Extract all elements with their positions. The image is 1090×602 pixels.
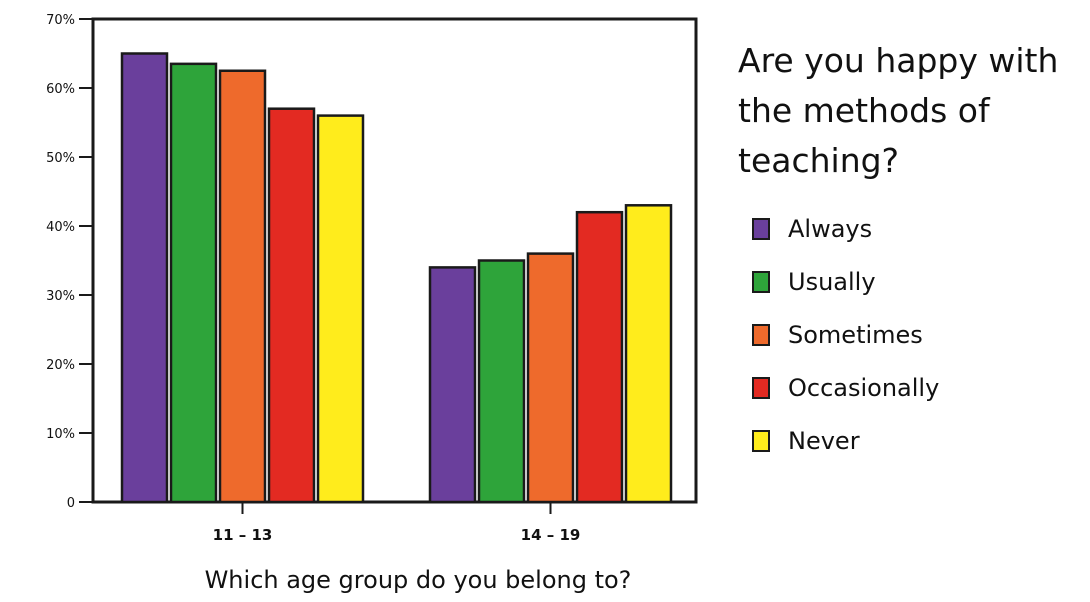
x-category-label: 11 – 13: [213, 526, 273, 544]
y-tick-label: 30%: [46, 289, 75, 304]
legend-swatch: [752, 377, 770, 399]
legend-swatch: [752, 271, 770, 293]
legend-label: Usually: [788, 268, 876, 296]
legend: Always Usually Sometimes Occasionally Never: [752, 208, 939, 473]
x-category-label: 14 – 19: [521, 526, 581, 544]
bar-occasionally-0: [269, 109, 314, 502]
bar-occasionally-1: [577, 212, 622, 502]
bar-sometimes-1: [528, 254, 573, 502]
legend-item-sometimes: Sometimes: [752, 314, 939, 355]
legend-label: Sometimes: [788, 321, 923, 349]
y-tick-label: 20%: [46, 358, 75, 373]
bar-sometimes-0: [220, 71, 265, 502]
legend-label: Always: [788, 215, 872, 243]
y-tick-label: 70%: [46, 13, 75, 28]
y-tick-label: 10%: [46, 427, 75, 442]
bar-usually-0: [171, 64, 216, 502]
y-tick-label: 60%: [46, 82, 75, 97]
y-tick-label: 40%: [46, 220, 75, 235]
y-tick-label: 50%: [46, 151, 75, 166]
legend-item-never: Never: [752, 420, 939, 461]
bar-usually-1: [479, 261, 524, 503]
x-axis-title: Which age group do you belong to?: [205, 566, 632, 594]
y-tick-label: 0: [67, 496, 75, 511]
bars: [122, 54, 671, 503]
legend-item-usually: Usually: [752, 261, 939, 302]
x-axis: 11 – 13 14 – 19: [213, 502, 581, 544]
legend-swatch: [752, 430, 770, 452]
chart-title: Are you happy with the methods of teachi…: [738, 36, 1088, 186]
y-axis: 0 10% 20% 30% 40% 50% 60% 70%: [46, 13, 93, 511]
bar-never-1: [626, 205, 671, 502]
legend-swatch: [752, 324, 770, 346]
legend-label: Occasionally: [788, 374, 939, 402]
legend-item-occasionally: Occasionally: [752, 367, 939, 408]
legend-item-always: Always: [752, 208, 939, 249]
legend-label: Never: [788, 427, 860, 455]
bar-always-0: [122, 54, 167, 503]
legend-swatch: [752, 218, 770, 240]
bar-always-1: [430, 267, 475, 502]
bar-never-0: [318, 116, 363, 502]
